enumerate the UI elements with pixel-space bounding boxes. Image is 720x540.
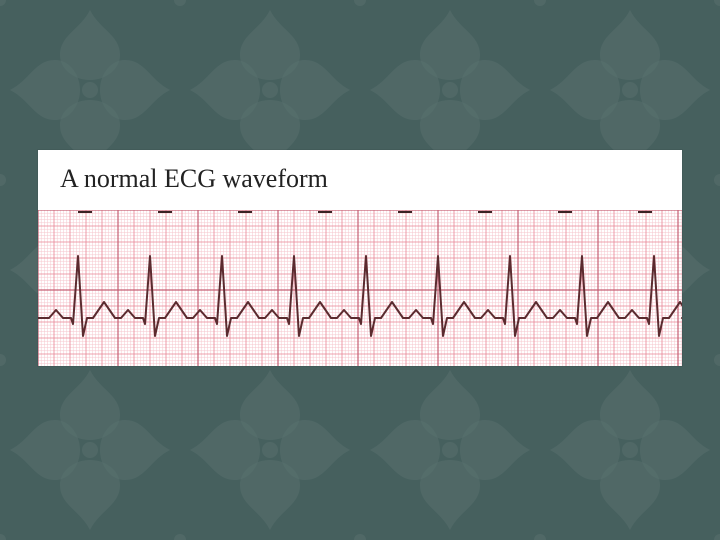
ecg-waveform-svg (38, 210, 682, 366)
ecg-chart (38, 210, 682, 366)
slide-title: A normal ECG waveform (38, 150, 682, 210)
slide: A normal ECG waveform (0, 0, 720, 540)
content-band: A normal ECG waveform (38, 150, 682, 366)
